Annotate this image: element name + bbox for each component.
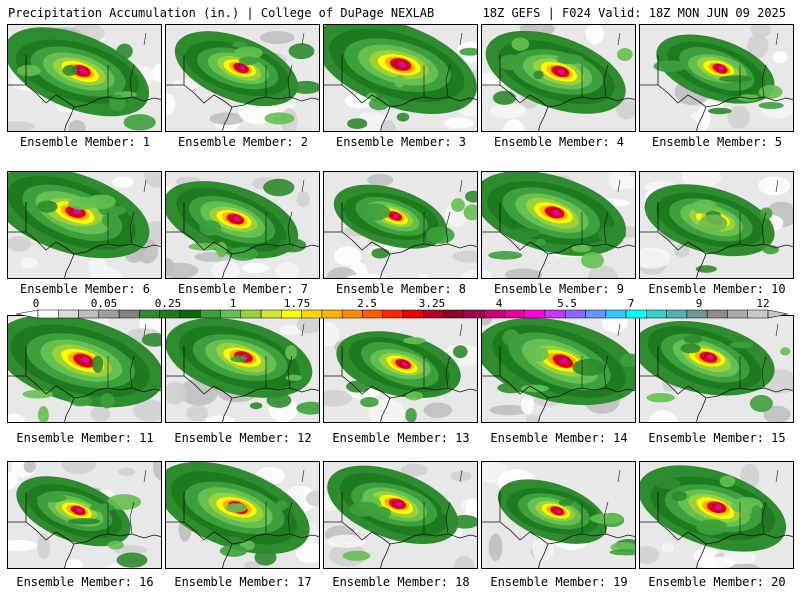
colorbar-tick-label: 4 <box>495 297 503 310</box>
colorbar-tick-label: 0.05 <box>90 297 118 310</box>
member-label: Ensemble Member: 3 <box>335 135 467 149</box>
colorbar-swatch <box>98 309 120 319</box>
member-map-panel <box>165 24 320 132</box>
colorbar-tick-label: 7 <box>627 297 635 310</box>
colorbar-swatch <box>483 309 505 319</box>
member-label: Ensemble Member: 20 <box>648 575 786 589</box>
member-map-panel <box>639 315 794 423</box>
member-map-panel <box>165 315 320 423</box>
member-map-panel <box>481 171 636 279</box>
colorbar-swatch <box>524 309 546 319</box>
member-label: Ensemble Member: 15 <box>648 431 786 445</box>
member-label: Ensemble Member: 11 <box>16 431 154 445</box>
member-label: Ensemble Member: 9 <box>493 282 625 296</box>
colorbar-swatch <box>301 309 323 319</box>
member-map-panel <box>323 461 478 569</box>
colorbar-swatch <box>321 309 343 319</box>
colorbar-swatch <box>402 309 424 319</box>
colorbar-swatch <box>564 309 586 319</box>
member-map-panel <box>639 461 794 569</box>
member-map-panel <box>165 171 320 279</box>
member-map-panel <box>639 24 794 132</box>
colorbar-swatch <box>179 309 201 319</box>
member-label: Ensemble Member: 6 <box>19 282 151 296</box>
member-map-panel <box>481 315 636 423</box>
colorbar-swatch <box>706 309 728 319</box>
colorbar-swatch <box>118 309 140 319</box>
colorbar-swatch <box>504 309 525 319</box>
member-label: Ensemble Member: 12 <box>174 431 312 445</box>
member-label: Ensemble Member: 17 <box>174 575 312 589</box>
member-map-panel <box>165 461 320 569</box>
colorbar-swatch <box>666 309 688 319</box>
colorbar-swatch <box>159 309 181 319</box>
member-label: Ensemble Member: 18 <box>332 575 470 589</box>
colorbar-tick-label: 1 <box>229 297 237 310</box>
colorbar-tick-label: 9 <box>695 297 703 310</box>
colorbar-swatch <box>727 309 748 319</box>
member-label: Ensemble Member: 2 <box>177 135 309 149</box>
colorbar-tick-label: 2.5 <box>357 297 377 310</box>
member-map-panel <box>7 24 162 132</box>
member-map-panel <box>481 24 636 132</box>
member-label: Ensemble Member: 16 <box>16 575 154 589</box>
colorbar-left-arrow <box>15 309 39 319</box>
colorbar-swatch <box>423 309 444 319</box>
colorbar-tick-label: 1.75 <box>283 297 311 310</box>
colorbar-tick-label: 3.25 <box>418 297 446 310</box>
colorbar-swatch <box>58 309 79 319</box>
member-map-panel <box>323 171 478 279</box>
colorbar-swatch <box>260 309 282 319</box>
member-map-panel <box>639 171 794 279</box>
colorbar-swatch <box>686 309 708 319</box>
colorbar-swatch <box>625 309 647 319</box>
member-map-panel <box>481 461 636 569</box>
colorbar-tick-label: 12 <box>756 297 770 310</box>
map-title: Precipitation Accumulation (in.) | Colle… <box>8 6 435 20</box>
member-label: Ensemble Member: 7 <box>177 282 309 296</box>
colorbar-swatch <box>443 309 465 319</box>
colorbar-swatch <box>585 309 607 319</box>
colorbar-swatch <box>463 309 485 319</box>
colorbar-swatch <box>382 309 404 319</box>
member-label: Ensemble Member: 10 <box>648 282 786 296</box>
member-label: Ensemble Member: 4 <box>493 135 625 149</box>
colorbar-swatch <box>747 309 769 319</box>
member-map-panel <box>7 171 162 279</box>
member-map-panel <box>323 24 478 132</box>
colorbar-swatch <box>362 309 383 319</box>
colorbar-tick-label: 0.25 <box>154 297 182 310</box>
colorbar-swatch <box>240 309 262 319</box>
member-label: Ensemble Member: 5 <box>651 135 783 149</box>
colorbar-swatch <box>544 309 566 319</box>
colorbar-swatch <box>341 309 363 319</box>
colorbar-tick-label: 5.5 <box>557 297 577 310</box>
colorbar-right-arrow <box>767 309 789 319</box>
member-label: Ensemble Member: 14 <box>490 431 628 445</box>
colorbar-swatch <box>199 309 221 319</box>
member-label: Ensemble Member: 1 <box>19 135 151 149</box>
colorbar-swatch <box>37 309 59 319</box>
colorbar-swatch <box>78 309 100 319</box>
member-label: Ensemble Member: 13 <box>332 431 470 445</box>
model-valid-time: 18Z GEFS | F024 Valid: 18Z MON JUN 09 20… <box>482 6 786 20</box>
colorbar-swatch <box>220 309 242 319</box>
member-map-panel <box>7 315 162 423</box>
member-map-panel <box>323 315 478 423</box>
colorbar-tick-label: 0 <box>32 297 40 310</box>
colorbar-swatch <box>605 309 627 319</box>
member-label: Ensemble Member: 19 <box>490 575 628 589</box>
colorbar-swatch <box>281 309 302 319</box>
member-label: Ensemble Member: 8 <box>335 282 467 296</box>
member-map-panel <box>7 461 162 569</box>
colorbar-swatch <box>646 309 667 319</box>
colorbar-swatch <box>139 309 160 319</box>
